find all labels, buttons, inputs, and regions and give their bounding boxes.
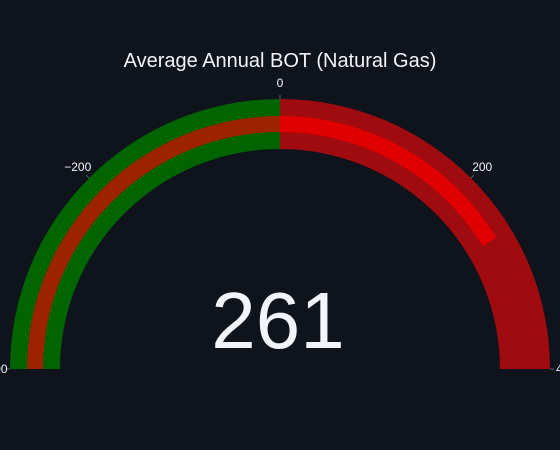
gauge-value: 261 <box>211 276 344 365</box>
chart-title: Average Annual BOT (Natural Gas) <box>124 50 437 72</box>
tick-label-4: 400 <box>556 362 560 376</box>
tick-mark-3 <box>470 174 475 179</box>
gauge-bar-0 <box>27 116 280 369</box>
gauge-bar-1 <box>280 116 497 246</box>
tick-label-0: −400 <box>0 362 8 376</box>
gauge-bars <box>27 116 497 369</box>
tick-label-1: −200 <box>64 160 91 174</box>
tick-mark-1 <box>85 174 90 179</box>
tick-label-2: 0 <box>277 76 284 90</box>
tick-label-3: 200 <box>472 160 492 174</box>
gauge-ticks: −400 −200 0 200 400 <box>0 76 560 376</box>
